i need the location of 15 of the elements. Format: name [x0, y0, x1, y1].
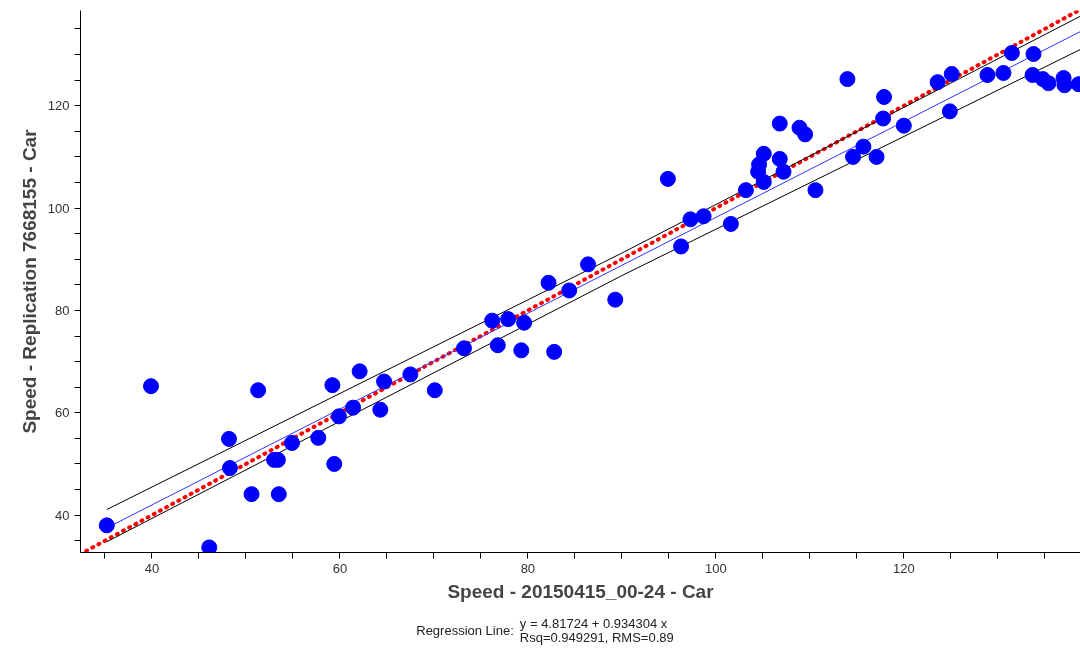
text: Rsq=0.949291, RMS=0.89 — [519, 630, 674, 645]
text: y = 4.81724 + 0.934304 x — [519, 616, 668, 631]
text: Regression Line: — [416, 621, 514, 640]
y-tick-label: 60 — [55, 405, 70, 421]
y-tick-label: 80 — [55, 302, 70, 318]
y-tick-label: 100 — [47, 200, 70, 216]
x-tick-label: 40 — [144, 560, 160, 576]
y-tick-label: 40 — [55, 507, 70, 523]
y-tick-label: 120 — [47, 98, 70, 114]
x-tick-label: 60 — [332, 560, 348, 576]
y-axis-title: Speed - Replication 7668155 - Car — [18, 128, 40, 434]
x-tick-label: 120 — [892, 560, 915, 576]
x-tick-label: 100 — [704, 560, 727, 576]
x-axis-title: Speed - 20150415_00-24 - Car — [447, 580, 715, 602]
x-tick-label: 80 — [520, 560, 536, 576]
